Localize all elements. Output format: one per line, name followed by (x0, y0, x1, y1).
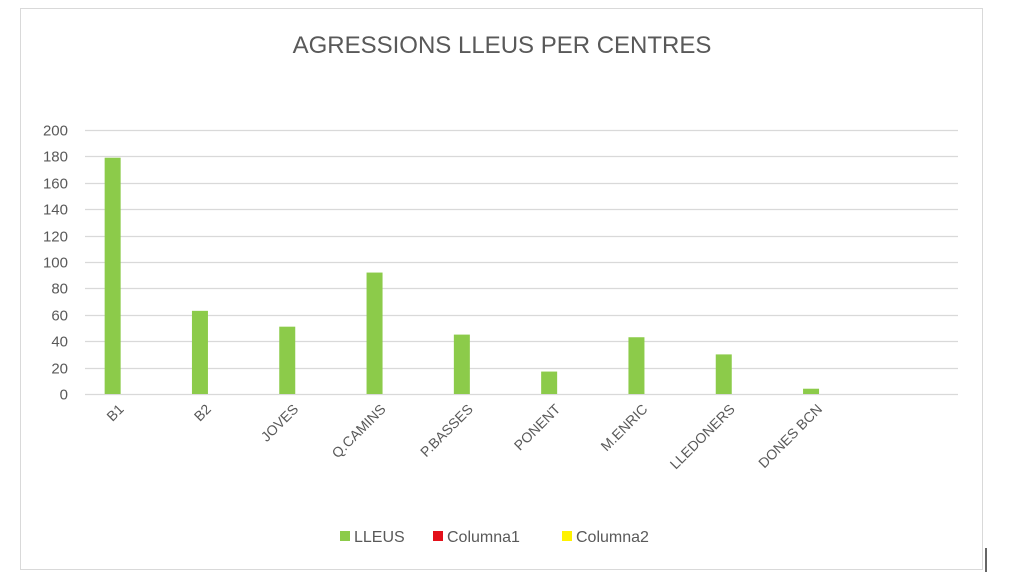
y-tick-label: 140 (43, 202, 68, 219)
y-tick-label: 60 (51, 308, 68, 325)
bar-lleus-p-basses (453, 334, 470, 394)
legend-swatch-lleus (340, 531, 350, 541)
bars (104, 157, 820, 394)
bar-lleus-b2 (191, 310, 208, 394)
y-tick-label: 200 (43, 123, 68, 140)
legend-label-columna1: Columna1 (447, 529, 520, 546)
bar-lleus-joves (279, 326, 296, 394)
y-tick-label: 100 (43, 255, 68, 272)
y-tick-label: 80 (51, 281, 68, 298)
gridlines (85, 129, 958, 396)
y-tick-label: 40 (51, 334, 68, 351)
legend-label-columna2: Columna2 (576, 529, 649, 546)
y-tick-label: 20 (51, 361, 68, 378)
y-axis-ticks: 0 20 40 60 80 100 120 140 160 180 200 (43, 123, 68, 404)
bar-lleus-q-camins (366, 272, 383, 394)
bar-lleus-ponent (541, 371, 558, 394)
legend-swatch-columna2 (562, 531, 572, 541)
chart-title: AGRESSIONS LLEUS PER CENTRES (293, 32, 712, 59)
legend-swatch-columna1 (433, 531, 443, 541)
y-tick-label: 180 (43, 149, 68, 166)
bar-lleus-b1 (104, 157, 121, 394)
bar-lleus-dones-bcn (803, 388, 820, 394)
y-tick-label: 120 (43, 229, 68, 246)
legend: LLEUS Columna1 Columna2 (340, 529, 649, 546)
bar-lleus-lledoners (715, 354, 732, 394)
bar-lleus-m-enric (628, 337, 645, 394)
y-tick-label: 160 (43, 176, 68, 193)
legend-label-lleus: LLEUS (354, 529, 405, 546)
y-tick-label: 0 (60, 387, 68, 404)
